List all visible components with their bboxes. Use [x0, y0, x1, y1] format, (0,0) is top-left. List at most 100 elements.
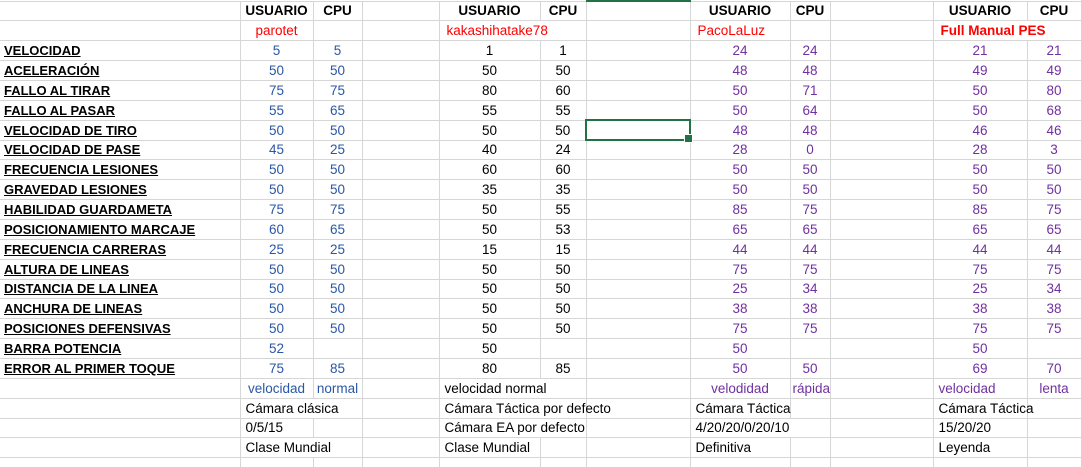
empty-cell[interactable] [362, 140, 440, 161]
empty-cell[interactable] [362, 418, 440, 439]
empty-cell[interactable] [540, 457, 587, 467]
cell-usuario[interactable]: 24 [690, 40, 791, 62]
cell-cpu[interactable]: 50 [1027, 159, 1081, 181]
cell-cpu[interactable]: 50 [790, 179, 831, 201]
cell-cpu[interactable]: 65 [313, 219, 363, 240]
empty-cell[interactable] [933, 457, 1028, 467]
cell-cpu[interactable]: 21 [1027, 40, 1081, 62]
cell-usuario[interactable]: 60 [439, 159, 541, 181]
empty-cell[interactable] [313, 418, 363, 439]
cell-cpu[interactable]: 38 [1027, 298, 1081, 320]
cell-usuario[interactable]: 46 [933, 120, 1028, 141]
empty-cell[interactable] [586, 298, 691, 320]
corner-cell[interactable] [0, 0, 241, 22]
empty-cell[interactable] [362, 298, 440, 320]
cell-usuario[interactable]: 50 [240, 60, 314, 81]
cell-cpu[interactable]: 55 [540, 199, 587, 220]
empty-cell[interactable] [830, 398, 934, 419]
cell-usuario[interactable]: 69 [933, 358, 1028, 379]
row-label[interactable]: FRECUENCIA CARRERAS [0, 239, 241, 260]
cell-cpu[interactable]: 50 [313, 298, 363, 320]
cell-usuario[interactable]: 25 [240, 239, 314, 260]
cell-usuario[interactable]: 25 [690, 279, 791, 300]
empty-cell[interactable] [362, 358, 440, 379]
empty-cell[interactable] [830, 20, 934, 42]
cell-usuario[interactable]: 50 [240, 259, 314, 280]
empty-cell[interactable] [830, 100, 934, 121]
cell-cpu[interactable]: 75 [790, 199, 831, 220]
cell-cpu[interactable]: 64 [790, 100, 831, 121]
difficulty-set4[interactable]: Leyenda [933, 437, 1028, 459]
empty-cell[interactable] [1027, 457, 1081, 467]
empty-cell[interactable] [586, 318, 691, 340]
cpu-header-set3[interactable]: CPU [790, 0, 831, 22]
empty-cell[interactable] [830, 318, 934, 340]
empty-cell[interactable] [830, 199, 934, 220]
cell-usuario[interactable]: 50 [690, 100, 791, 121]
camera-set1[interactable]: Cámara clásica [240, 398, 363, 419]
cell-usuario[interactable]: 35 [439, 179, 541, 201]
cell-cpu[interactable]: 75 [1027, 259, 1081, 280]
speed-set2[interactable]: velocidad normal [439, 378, 587, 399]
cell-usuario[interactable]: 50 [439, 120, 541, 141]
camera-set2[interactable]: Cámara Táctica por defecto [439, 398, 611, 419]
empty-cell[interactable] [586, 239, 691, 260]
cell-cpu[interactable]: 75 [1027, 199, 1081, 220]
cell-usuario[interactable]: 50 [439, 199, 541, 220]
empty-cell[interactable] [586, 199, 691, 220]
empty-cell[interactable] [1027, 418, 1081, 439]
empty-cell[interactable] [586, 358, 691, 379]
cell-cpu[interactable]: 24 [790, 40, 831, 62]
empty-cell[interactable] [830, 80, 934, 101]
empty-cell[interactable] [586, 40, 691, 62]
settings-set3[interactable]: 4/20/20/0/20/10 [690, 418, 831, 439]
empty-cell[interactable] [362, 457, 440, 467]
cell-cpu[interactable]: 3 [1027, 140, 1081, 161]
cell-usuario[interactable]: 40 [439, 140, 541, 161]
empty-cell[interactable] [790, 457, 831, 467]
cell-usuario[interactable]: 50 [240, 159, 314, 181]
cell-cpu[interactable]: 70 [1027, 358, 1081, 379]
cell-cpu[interactable]: 50 [313, 279, 363, 300]
cell-usuario[interactable]: 28 [933, 140, 1028, 161]
speed-usuario-set1[interactable]: velocidad [240, 378, 314, 399]
empty-cell[interactable] [362, 100, 440, 121]
selected-column-indicator-cell[interactable] [586, 0, 691, 22]
empty-cell[interactable] [362, 259, 440, 280]
cell-usuario[interactable]: 50 [240, 298, 314, 320]
cell-cpu[interactable]: 50 [1027, 179, 1081, 201]
cell-cpu[interactable]: 85 [540, 358, 587, 379]
cell-usuario[interactable]: 50 [933, 80, 1028, 101]
empty-cell[interactable] [586, 457, 691, 467]
cell-usuario[interactable]: 25 [933, 279, 1028, 300]
cell-usuario[interactable]: 75 [933, 259, 1028, 280]
empty-cell[interactable] [0, 457, 241, 467]
cell-cpu[interactable]: 50 [540, 298, 587, 320]
cell-cpu[interactable]: 48 [790, 120, 831, 141]
cell-cpu[interactable]: 50 [313, 318, 363, 340]
empty-cell[interactable] [0, 418, 241, 439]
empty-cell[interactable] [362, 338, 440, 359]
cell-cpu[interactable] [313, 338, 363, 359]
empty-cell[interactable] [830, 378, 934, 399]
cell-cpu[interactable]: 44 [790, 239, 831, 260]
row-label[interactable]: FRECUENCIA LESIONES [0, 159, 241, 181]
cell-usuario[interactable]: 75 [933, 318, 1028, 340]
empty-cell[interactable] [362, 20, 440, 42]
empty-cell[interactable] [240, 457, 314, 467]
empty-cell[interactable] [690, 457, 791, 467]
cell-usuario[interactable]: 50 [240, 318, 314, 340]
row-label[interactable]: GRAVEDAD LESIONES [0, 179, 241, 201]
row-label[interactable]: VELOCIDAD DE PASE [0, 140, 241, 161]
cell-usuario[interactable]: 1 [439, 40, 541, 62]
empty-cell[interactable] [586, 140, 691, 161]
usuario-header-set1[interactable]: USUARIO [240, 0, 314, 22]
cell-usuario[interactable]: 50 [933, 159, 1028, 181]
cell-usuario[interactable]: 75 [240, 80, 314, 101]
cell-cpu[interactable]: 38 [790, 298, 831, 320]
cell-usuario[interactable]: 50 [240, 120, 314, 141]
empty-cell[interactable] [830, 279, 934, 300]
cell-usuario[interactable]: 55 [240, 100, 314, 121]
empty-cell[interactable] [362, 159, 440, 181]
empty-cell[interactable] [586, 159, 691, 181]
